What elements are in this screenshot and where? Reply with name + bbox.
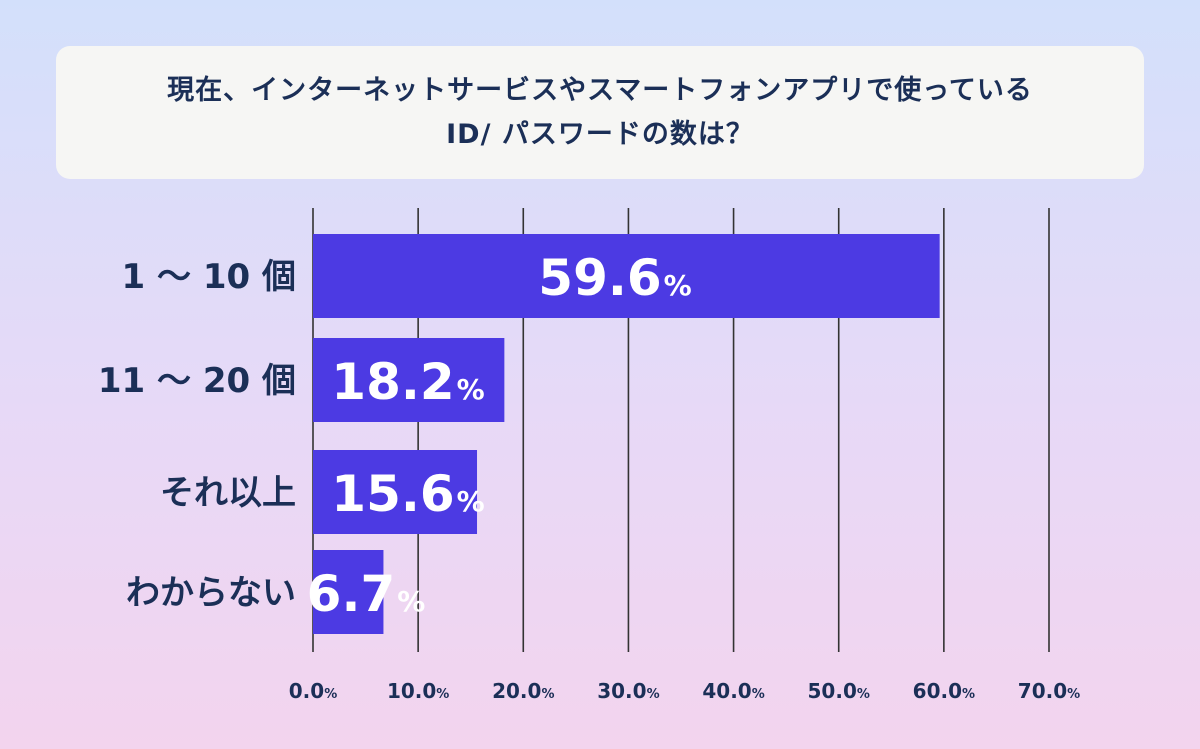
- category-label: それ以上: [160, 473, 296, 513]
- category-label: 1 〜 10 個: [122, 257, 296, 297]
- x-tick-label: 40.0%: [702, 679, 764, 703]
- value-label: 59.6%: [538, 249, 691, 307]
- x-tick-label: 10.0%: [387, 679, 449, 703]
- value-label: 18.2%: [331, 353, 484, 411]
- chart-title-line-2: ID/ パスワードの数は？: [446, 118, 754, 150]
- value-label: 15.6%: [331, 465, 484, 523]
- x-tick-label: 0.0%: [289, 679, 337, 703]
- x-tick-label: 60.0%: [913, 679, 975, 703]
- bar: [313, 234, 940, 318]
- category-label: わからない: [126, 573, 296, 613]
- value-label: 6.7%: [307, 565, 426, 623]
- category-label: 11 〜 20 個: [98, 361, 296, 401]
- x-tick-label: 30.0%: [597, 679, 659, 703]
- x-tick-label: 20.0%: [492, 679, 554, 703]
- chart-title-box: 現在、インターネットサービスやスマートフォンアプリで使っている ID/ パスワー…: [56, 46, 1144, 179]
- chart-title-line-1: 現在、インターネットサービスやスマートフォンアプリで使っている: [167, 74, 1033, 106]
- bar: [313, 450, 478, 534]
- x-tick-label: 70.0%: [1018, 679, 1080, 703]
- bar: [313, 550, 384, 634]
- bar: [313, 338, 505, 422]
- x-tick-label: 50.0%: [808, 679, 870, 703]
